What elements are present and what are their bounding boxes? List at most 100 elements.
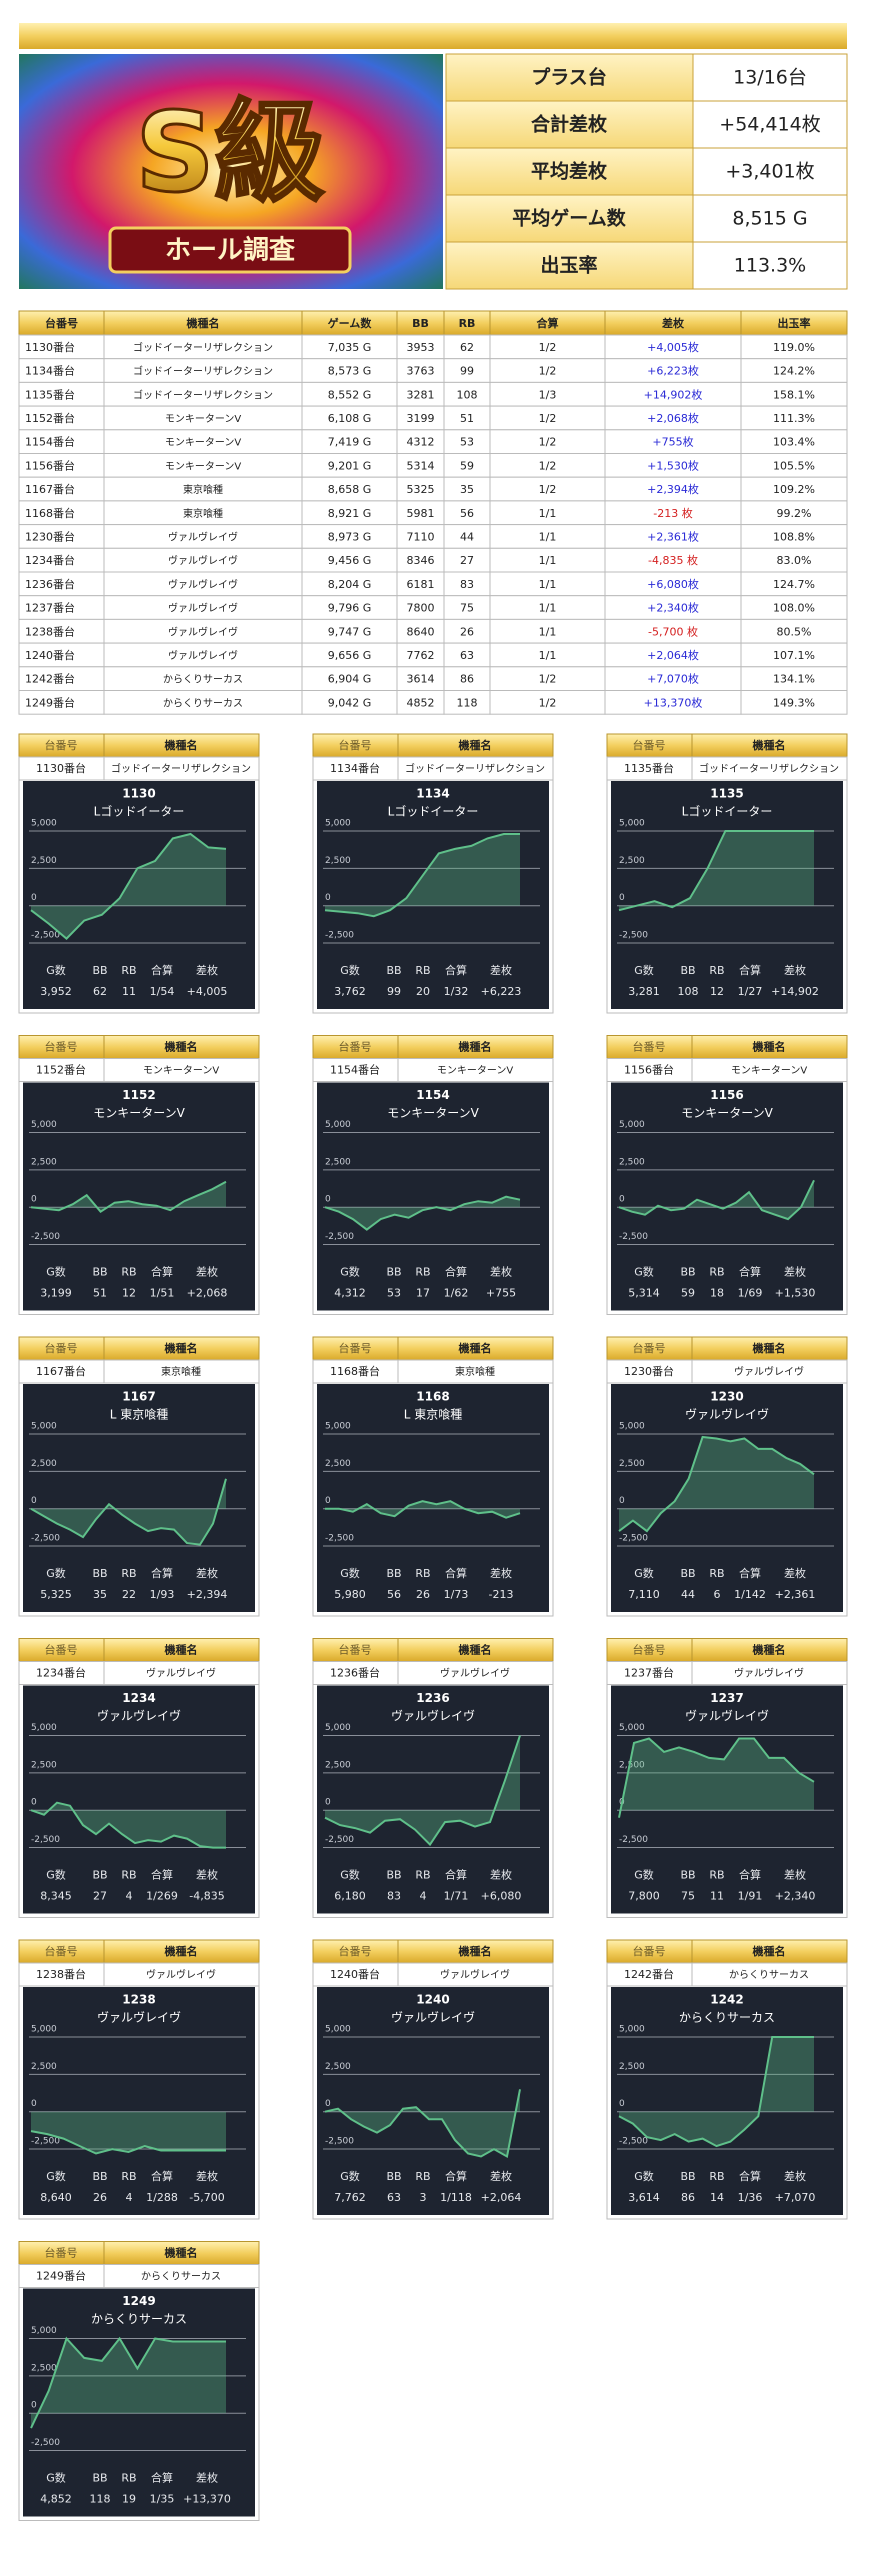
card-header: 台番号 xyxy=(339,738,372,752)
chart-title: 1152 xyxy=(122,1088,155,1102)
card-info-right xyxy=(103,1962,260,1987)
table-text: 1238番台 xyxy=(25,624,75,638)
table-text: 134.1% xyxy=(773,673,815,686)
table-text: 53 xyxy=(460,436,474,449)
chart-panel xyxy=(23,781,255,1009)
table-text: 7110 xyxy=(407,530,435,543)
card-info-right xyxy=(103,1058,260,1082)
chart-title: 1236 xyxy=(416,1691,449,1705)
table-text: +14,902枚 xyxy=(644,387,703,401)
stat-value: -213 xyxy=(489,1588,514,1601)
stat-label: G数 xyxy=(340,1869,360,1882)
card-info-right xyxy=(397,756,554,781)
summary-value-cell xyxy=(692,241,848,290)
stat-value: 3,281 xyxy=(628,985,660,998)
card-header: 機種名 xyxy=(753,1944,786,1958)
table-text: 44 xyxy=(460,530,474,543)
stat-label: RB xyxy=(121,1266,136,1279)
card-machine-name: ヴァルヴレイヴ xyxy=(734,1365,804,1378)
stat-value: 63 xyxy=(387,2191,401,2204)
line xyxy=(324,1195,521,1231)
y-tick-label: -2,500 xyxy=(31,2438,60,2448)
table-header-cell xyxy=(301,310,398,336)
table-text: 9,201 G xyxy=(328,459,372,472)
stat-label: G数 xyxy=(46,964,66,977)
table-text: -213 枚 xyxy=(653,506,692,520)
table-text: ヴァルヴレイヴ xyxy=(168,625,238,638)
table-cell xyxy=(740,690,848,715)
table-text: 1/1 xyxy=(539,507,557,520)
stat-value: 4,852 xyxy=(40,2493,72,2506)
chart-subtitle: L 東京喰種 xyxy=(404,1407,463,1422)
table-text: 4312 xyxy=(407,436,435,449)
y-tick-label: -2,500 xyxy=(31,1534,60,1544)
stat-value: +2,064 xyxy=(481,2191,522,2204)
card-header: 台番号 xyxy=(633,1040,666,1054)
table-text: ゴッドイーターリザレクション xyxy=(133,341,273,354)
y-tick-label: 5,000 xyxy=(325,818,351,828)
table-text: 1168番台 xyxy=(25,506,75,520)
stat-value: 1/91 xyxy=(738,1890,763,1903)
chart-subtitle: Lゴッドイーター xyxy=(388,804,479,819)
y-tick-label: 2,500 xyxy=(325,856,351,866)
stat-value: 27 xyxy=(93,1890,107,1903)
stat-value: 44 xyxy=(681,1588,695,1601)
area xyxy=(31,1181,226,1212)
stat-label: 差枚 xyxy=(196,1868,218,1882)
table-text: 1230番台 xyxy=(25,529,75,543)
summary-label: 出玉率 xyxy=(540,254,597,277)
y-tick-label: -2,500 xyxy=(325,1835,354,1845)
y-tick-label: 0 xyxy=(31,2099,37,2109)
stat-value: 1/142 xyxy=(734,1588,766,1601)
card-header: 台番号 xyxy=(45,1944,78,1958)
table-text: 62 xyxy=(460,341,474,354)
stat-value: 1/62 xyxy=(444,1287,469,1300)
table-text: 83 xyxy=(460,578,474,591)
stat-label: BB xyxy=(386,2170,401,2183)
stat-label: BB xyxy=(92,1266,107,1279)
table-text: からくりサーカス xyxy=(163,697,243,709)
chart-title: 1242 xyxy=(710,1993,743,2007)
stat-label: G数 xyxy=(634,1869,654,1882)
y-tick-label: 0 xyxy=(619,2099,625,2109)
card-header: 機種名 xyxy=(459,1040,492,1054)
chart-title: 1156 xyxy=(710,1088,743,1102)
stat-value: 5,325 xyxy=(40,1588,72,1601)
y-tick-label: 5,000 xyxy=(31,2024,57,2034)
stat-label: 合算 xyxy=(445,1265,467,1279)
y-tick-label: 5,000 xyxy=(619,1120,645,1130)
card-info-right xyxy=(691,1058,848,1082)
table-text: 1240番台 xyxy=(25,648,75,662)
card-header: 台番号 xyxy=(45,1643,78,1657)
stat-label: 合算 xyxy=(445,2169,467,2183)
table-text: 105.5% xyxy=(773,459,815,472)
stat-value: 1/73 xyxy=(444,1588,469,1601)
y-tick-label: -2,500 xyxy=(619,1534,648,1544)
stat-value: 4,312 xyxy=(334,1287,366,1300)
table-text: モンキーターンV xyxy=(165,437,241,449)
stat-value: 1/118 xyxy=(440,2191,472,2204)
card-header: 台番号 xyxy=(45,1341,78,1355)
y-tick-label: -2,500 xyxy=(325,1232,354,1242)
card-info-right xyxy=(691,1962,848,1987)
line xyxy=(30,832,227,940)
line xyxy=(325,1500,521,1519)
y-tick-label: 5,000 xyxy=(31,1723,57,1733)
table-text: 1135番台 xyxy=(25,387,75,401)
stat-value: -4,835 xyxy=(189,1890,224,1903)
table-text: 3614 xyxy=(407,673,435,686)
table-text: +6,080枚 xyxy=(647,577,699,591)
stat-value: 86 xyxy=(681,2191,695,2204)
card-header: 機種名 xyxy=(459,1944,492,1958)
stat-label: RB xyxy=(121,2170,136,2183)
table-text: -4,835 枚 xyxy=(648,553,698,567)
stat-label: BB xyxy=(680,1869,695,1882)
summary-value: 113.3% xyxy=(734,255,806,277)
table-text: ゴッドイーターリザレクション xyxy=(133,365,273,378)
table-text: 1152番台 xyxy=(25,411,75,425)
table-text: 1/1 xyxy=(539,649,557,662)
summary-label: 合計差枚 xyxy=(531,113,608,136)
y-tick-label: 5,000 xyxy=(325,1421,351,1431)
card-machine-number: 1249番台 xyxy=(36,2269,86,2283)
card-machine-name: 東京喰種 xyxy=(455,1365,495,1378)
